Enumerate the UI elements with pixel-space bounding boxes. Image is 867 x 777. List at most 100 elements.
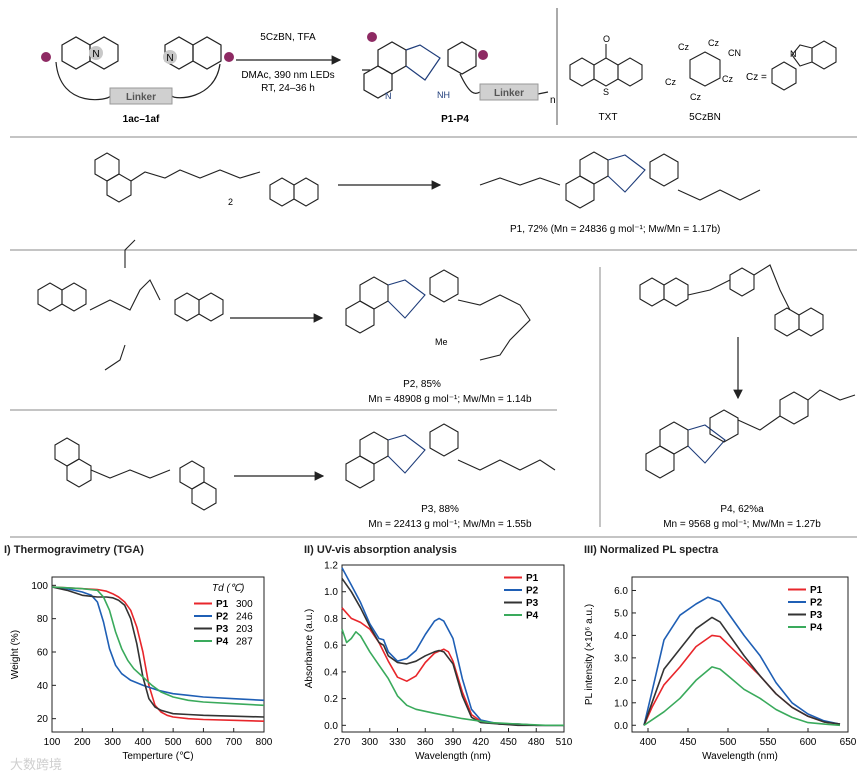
legend-label-p3: P3 bbox=[810, 610, 823, 621]
legend-label-p1: P1 bbox=[810, 585, 823, 596]
x-tick-label: 300 bbox=[361, 737, 378, 748]
legend-label-p1: P1 bbox=[526, 573, 539, 584]
y-tick-label: 1.2 bbox=[324, 561, 338, 572]
y-tick-label: 100 bbox=[31, 581, 48, 592]
y-tick-label: 0.4 bbox=[324, 667, 338, 678]
p2-mn: Mn = 48908 g mol⁻¹; Mw/Mn = 1.14b bbox=[368, 394, 532, 405]
y-tick-label: 0.6 bbox=[324, 641, 338, 652]
legend-label-p1: P1 bbox=[216, 599, 229, 610]
n-atom-label: N bbox=[92, 49, 99, 60]
p2-yield: P2, 85% bbox=[403, 379, 441, 390]
p4-mn: Mn = 9568 g mol⁻¹; Mw/Mn = 1.27b bbox=[663, 519, 821, 530]
y-tick-label: 40 bbox=[37, 681, 49, 692]
condition-3: RT, 24–36 h bbox=[261, 83, 315, 94]
condition-2: DMAc, 390 nm LEDs bbox=[241, 70, 334, 81]
n-atom-label: N bbox=[790, 49, 797, 59]
series-line-p1 bbox=[51, 586, 265, 722]
x-tick-label: 700 bbox=[225, 737, 242, 748]
legend-value-p3: 203 bbox=[236, 624, 253, 635]
czbn-ring bbox=[689, 51, 721, 87]
n-highlight bbox=[89, 46, 103, 60]
series-line-p3 bbox=[643, 616, 841, 726]
n-atom-label: N bbox=[166, 53, 173, 64]
series-line-p2 bbox=[51, 586, 265, 702]
cz-label: Cz bbox=[678, 42, 689, 52]
y-tick-label: 3.0 bbox=[614, 653, 628, 664]
txt-label: TXT bbox=[599, 112, 618, 123]
x-tick-label: 390 bbox=[445, 737, 462, 748]
legend-label-p4: P4 bbox=[810, 623, 823, 634]
x-tick-label: 400 bbox=[640, 737, 657, 748]
x-tick-label: 200 bbox=[74, 737, 91, 748]
legend-value-p1: 300 bbox=[236, 599, 253, 610]
linker-label: Linker bbox=[126, 92, 156, 103]
legend-label-p3: P3 bbox=[526, 598, 539, 609]
n-highlight bbox=[163, 50, 177, 64]
y-tick-label: 0.0 bbox=[324, 721, 338, 732]
cn-label: CN bbox=[728, 48, 741, 58]
x-tick-label: 510 bbox=[556, 737, 573, 748]
plot-frame bbox=[631, 576, 849, 733]
legend-title: Td (℃) bbox=[212, 583, 244, 594]
substituent-dot bbox=[41, 52, 51, 62]
repeat-2: 2 bbox=[228, 197, 233, 207]
series-line-p4 bbox=[643, 666, 841, 727]
p4-product-drawing bbox=[645, 389, 856, 479]
y-tick-label: 5.0 bbox=[614, 608, 628, 619]
x-axis-label: Temperture (℃) bbox=[122, 751, 193, 762]
y-tick-label: 1.0 bbox=[614, 698, 628, 709]
nh-label: NH bbox=[437, 90, 450, 100]
repeat-n: n bbox=[550, 95, 556, 106]
substituent-dot bbox=[367, 32, 377, 42]
p2-product-drawing bbox=[345, 269, 531, 361]
substituent-dot bbox=[224, 52, 234, 62]
p3-product-drawing bbox=[345, 423, 556, 489]
legend-label-p2: P2 bbox=[526, 586, 539, 597]
legend-label-p3: P3 bbox=[216, 624, 229, 635]
me-label: Me bbox=[435, 337, 448, 347]
reactant-label: 1ac–1af bbox=[123, 114, 160, 125]
y-tick-label: 4.0 bbox=[614, 631, 628, 642]
p3-yield: P3, 88% bbox=[421, 504, 459, 515]
watermark: 大数跨境 bbox=[10, 757, 63, 772]
y-tick-label: 1.0 bbox=[324, 587, 338, 598]
series-line-p4 bbox=[51, 586, 265, 707]
x-tick-label: 420 bbox=[472, 737, 489, 748]
p3-mn: Mn = 22413 g mol⁻¹; Mw/Mn = 1.55b bbox=[368, 519, 532, 530]
x-tick-label: 450 bbox=[500, 737, 517, 748]
x-tick-label: 330 bbox=[389, 737, 406, 748]
reaction-scheme: N N Linker 1ac–1af 5CzBN, TFA DMAc, 390 … bbox=[10, 8, 857, 538]
n-atom-label: N bbox=[385, 91, 392, 101]
x-tick-label: 800 bbox=[256, 737, 273, 748]
sulfur-label: S bbox=[603, 87, 609, 97]
legend-label-p2: P2 bbox=[810, 598, 823, 609]
legend-label-p4: P4 bbox=[526, 611, 539, 622]
y-axis-label: PL intensity (×10⁶ a.u.) bbox=[584, 604, 595, 705]
pl-chart: 400 450 500 550 600 650 0.0 1.0 2.0 3.0 4.0 5.0 6.0 W… bbox=[584, 576, 857, 762]
chart-title-tga: I) Thermogravimetry (TGA) bbox=[4, 544, 144, 556]
cz-label: Cz bbox=[665, 77, 676, 87]
carbazole-drawing bbox=[771, 40, 837, 91]
x-tick-label: 270 bbox=[334, 737, 351, 748]
x-tick-label: 480 bbox=[528, 737, 545, 748]
czbn-label: 5CzBN bbox=[689, 112, 721, 123]
tga-chart: 100 200 300 400 500 600 700 800 20 40 60 80 100 Tempe… bbox=[10, 576, 273, 762]
cz-label: Cz bbox=[722, 74, 733, 84]
p4-reactant-drawing bbox=[639, 264, 824, 337]
substituent-dot bbox=[478, 50, 488, 60]
x-tick-label: 360 bbox=[417, 737, 434, 748]
x-axis-label: Wavelength (nm) bbox=[415, 751, 491, 762]
cz-equals-label: Cz = bbox=[746, 72, 767, 83]
legend-label-p4: P4 bbox=[216, 637, 229, 648]
x-tick-label: 300 bbox=[104, 737, 121, 748]
x-tick-label: 500 bbox=[165, 737, 182, 748]
linker-box bbox=[109, 87, 173, 105]
y-tick-label: 6.0 bbox=[614, 586, 628, 597]
x-tick-label: 450 bbox=[680, 737, 697, 748]
x-tick-label: 500 bbox=[720, 737, 737, 748]
linker-label: Linker bbox=[494, 88, 524, 99]
p4-yield: P4, 62%a bbox=[720, 504, 764, 515]
y-tick-label: 80 bbox=[37, 614, 49, 625]
oxygen-label: O bbox=[603, 34, 610, 44]
y-tick-label: 20 bbox=[37, 714, 49, 725]
